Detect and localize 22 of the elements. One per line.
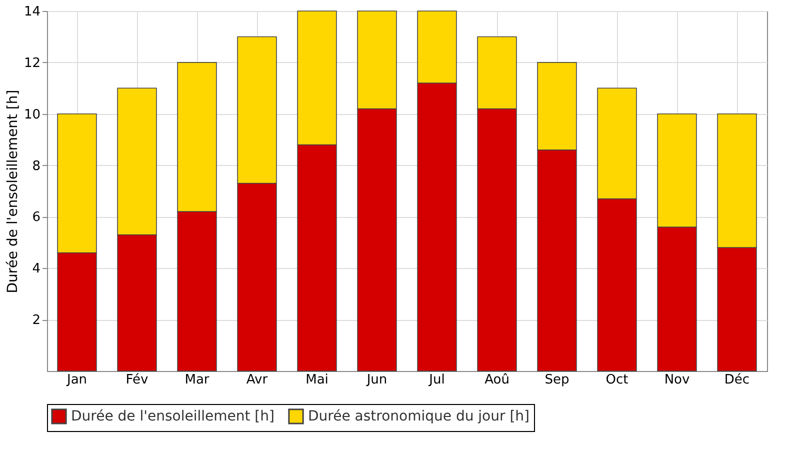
x-tick-label: Déc <box>724 372 750 388</box>
y-axis-title: Durée de l'ensoleillement [h] <box>4 90 21 294</box>
y-tick-label: 2 <box>32 313 40 328</box>
x-tick-label: Jul <box>428 372 445 388</box>
y-tick-label: 8 <box>32 158 40 174</box>
x-tick-label: Aoû <box>484 372 510 388</box>
legend-label: Durée astronomique du jour [h] <box>308 408 530 424</box>
x-tick-label: Oct <box>606 372 628 388</box>
x-tick-label: Mar <box>184 372 210 388</box>
x-tick-label: Fév <box>126 372 149 388</box>
legend-label: Durée de l'ensoleillement [h] <box>71 408 274 424</box>
y-tick-label: 14 <box>24 4 40 20</box>
x-tick-label: Nov <box>664 372 690 388</box>
y-tick-label: 10 <box>24 107 40 122</box>
x-tick-label: Avr <box>246 372 268 388</box>
x-tick-label: Jun <box>366 372 388 388</box>
y-tick-label: 4 <box>32 262 40 277</box>
y-tick-label: 6 <box>32 210 40 226</box>
x-tick-label: Jan <box>66 372 88 388</box>
x-tick-label: Mai <box>306 372 328 388</box>
y-tick-label: 12 <box>24 56 40 71</box>
x-tick-label: Sep <box>544 372 570 388</box>
